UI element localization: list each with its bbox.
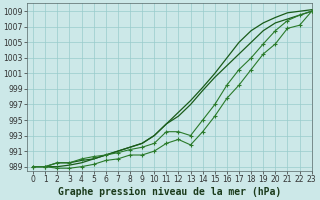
X-axis label: Graphe pression niveau de la mer (hPa): Graphe pression niveau de la mer (hPa)	[58, 186, 281, 197]
